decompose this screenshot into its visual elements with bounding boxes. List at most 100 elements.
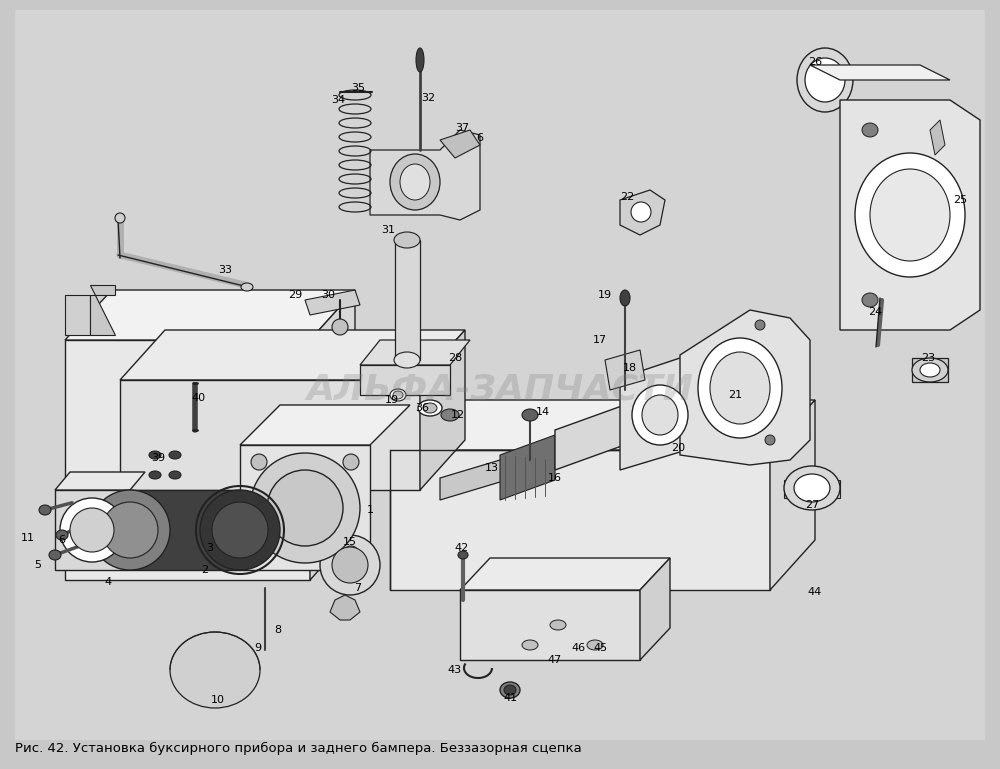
Ellipse shape	[755, 320, 765, 330]
Text: 23: 23	[921, 353, 935, 363]
Polygon shape	[460, 558, 670, 590]
Ellipse shape	[710, 352, 770, 424]
Ellipse shape	[60, 498, 124, 562]
Text: 15: 15	[343, 537, 357, 547]
Ellipse shape	[698, 338, 782, 438]
Polygon shape	[810, 65, 840, 100]
Text: 29: 29	[288, 290, 302, 300]
Ellipse shape	[862, 123, 878, 137]
Ellipse shape	[332, 319, 348, 335]
Text: 39: 39	[151, 453, 165, 463]
Ellipse shape	[212, 502, 268, 558]
Text: 20: 20	[671, 443, 685, 453]
Polygon shape	[390, 450, 770, 590]
Polygon shape	[360, 365, 450, 395]
Text: 4: 4	[104, 577, 112, 587]
Polygon shape	[15, 10, 985, 740]
Polygon shape	[810, 65, 950, 80]
Ellipse shape	[200, 490, 280, 570]
Text: 13: 13	[485, 463, 499, 473]
Polygon shape	[240, 445, 370, 570]
Ellipse shape	[102, 502, 158, 558]
Polygon shape	[65, 340, 310, 580]
Text: 45: 45	[593, 643, 607, 653]
Ellipse shape	[418, 400, 442, 416]
Text: 32: 32	[421, 93, 435, 103]
Text: 47: 47	[548, 655, 562, 665]
Ellipse shape	[458, 551, 468, 559]
Ellipse shape	[855, 153, 965, 277]
Text: 37: 37	[455, 123, 469, 133]
Ellipse shape	[912, 358, 948, 382]
Polygon shape	[930, 120, 945, 155]
Text: 22: 22	[620, 192, 634, 202]
Polygon shape	[390, 400, 815, 450]
Text: 1: 1	[366, 505, 374, 515]
Polygon shape	[55, 472, 145, 490]
Ellipse shape	[765, 435, 775, 445]
Polygon shape	[840, 100, 980, 330]
Polygon shape	[680, 310, 810, 465]
Ellipse shape	[797, 48, 853, 112]
Text: 30: 30	[321, 290, 335, 300]
Ellipse shape	[500, 682, 520, 698]
Ellipse shape	[620, 290, 630, 306]
Text: 46: 46	[571, 643, 585, 653]
Text: 27: 27	[805, 500, 819, 510]
Ellipse shape	[784, 466, 840, 510]
Text: 19: 19	[598, 290, 612, 300]
Text: 41: 41	[503, 693, 517, 703]
Ellipse shape	[39, 505, 51, 515]
Text: 31: 31	[381, 225, 395, 235]
Polygon shape	[330, 595, 360, 620]
Polygon shape	[55, 490, 130, 570]
Text: 24: 24	[868, 307, 882, 317]
Polygon shape	[620, 190, 665, 235]
Polygon shape	[310, 290, 355, 580]
Ellipse shape	[332, 547, 368, 583]
Ellipse shape	[587, 640, 603, 650]
Ellipse shape	[56, 530, 68, 540]
Ellipse shape	[170, 632, 260, 708]
Ellipse shape	[394, 352, 420, 368]
Text: 12: 12	[451, 410, 465, 420]
Text: 25: 25	[953, 195, 967, 205]
Text: 2: 2	[201, 565, 209, 575]
Polygon shape	[555, 385, 680, 470]
Ellipse shape	[642, 395, 678, 435]
Polygon shape	[120, 330, 465, 380]
Text: 8: 8	[274, 625, 282, 635]
Polygon shape	[65, 295, 90, 335]
Ellipse shape	[522, 640, 538, 650]
Text: АЛЬФА-ЗАПЧАСТИ: АЛЬФА-ЗАПЧАСТИ	[307, 373, 693, 407]
Polygon shape	[440, 433, 590, 500]
Ellipse shape	[550, 620, 566, 630]
Text: Рис. 42. Установка буксирного прибора и заднего бампера. Беззазорная сцепка: Рис. 42. Установка буксирного прибора и …	[15, 741, 582, 754]
Polygon shape	[90, 285, 115, 335]
Ellipse shape	[390, 154, 440, 210]
Ellipse shape	[169, 471, 181, 479]
Ellipse shape	[920, 363, 940, 377]
Text: 6: 6	[58, 535, 66, 545]
Text: 33: 33	[218, 265, 232, 275]
Text: 17: 17	[593, 335, 607, 345]
Text: 35: 35	[351, 83, 365, 93]
Ellipse shape	[169, 451, 181, 459]
Ellipse shape	[393, 391, 403, 399]
Ellipse shape	[632, 385, 688, 445]
Ellipse shape	[320, 535, 380, 595]
Text: 43: 43	[448, 665, 462, 675]
Ellipse shape	[441, 409, 459, 421]
Ellipse shape	[416, 48, 424, 72]
Ellipse shape	[870, 169, 950, 261]
Text: 44: 44	[808, 587, 822, 597]
Polygon shape	[620, 358, 700, 470]
Polygon shape	[770, 400, 815, 590]
Ellipse shape	[805, 58, 845, 102]
Text: 18: 18	[623, 363, 637, 373]
Polygon shape	[130, 490, 240, 570]
Text: 11: 11	[21, 533, 35, 543]
Ellipse shape	[49, 550, 61, 560]
Text: 26: 26	[808, 57, 822, 67]
Polygon shape	[395, 240, 420, 360]
